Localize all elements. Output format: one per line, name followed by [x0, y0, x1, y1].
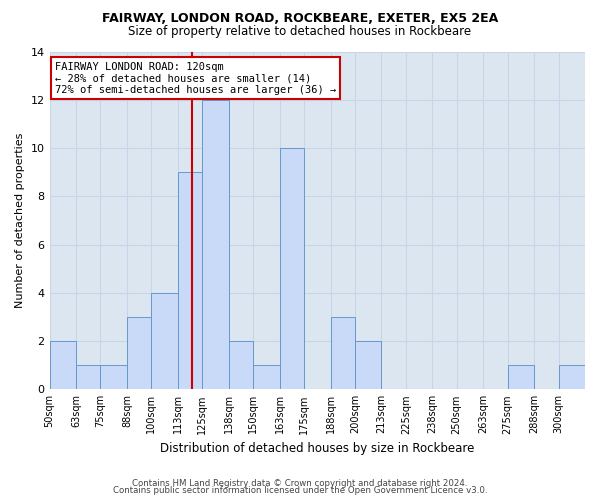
Bar: [100, 365, 127, 390]
Bar: [355, 341, 382, 390]
Bar: [559, 365, 585, 390]
Bar: [151, 293, 178, 390]
Bar: [508, 365, 534, 390]
Bar: [280, 148, 304, 390]
Bar: [331, 317, 355, 390]
Bar: [253, 365, 280, 390]
Text: FAIRWAY, LONDON ROAD, ROCKBEARE, EXETER, EX5 2EA: FAIRWAY, LONDON ROAD, ROCKBEARE, EXETER,…: [102, 12, 498, 26]
Text: Size of property relative to detached houses in Rockbeare: Size of property relative to detached ho…: [128, 25, 472, 38]
Text: FAIRWAY LONDON ROAD: 120sqm
← 28% of detached houses are smaller (14)
72% of sem: FAIRWAY LONDON ROAD: 120sqm ← 28% of det…: [55, 62, 336, 95]
X-axis label: Distribution of detached houses by size in Rockbeare: Distribution of detached houses by size …: [160, 442, 475, 455]
Bar: [127, 317, 151, 390]
Text: Contains public sector information licensed under the Open Government Licence v3: Contains public sector information licen…: [113, 486, 487, 495]
Text: Contains HM Land Registry data © Crown copyright and database right 2024.: Contains HM Land Registry data © Crown c…: [132, 478, 468, 488]
Bar: [76, 365, 100, 390]
Bar: [229, 341, 253, 390]
Bar: [178, 172, 202, 390]
Bar: [50, 341, 76, 390]
Y-axis label: Number of detached properties: Number of detached properties: [15, 132, 25, 308]
Bar: [202, 100, 229, 390]
